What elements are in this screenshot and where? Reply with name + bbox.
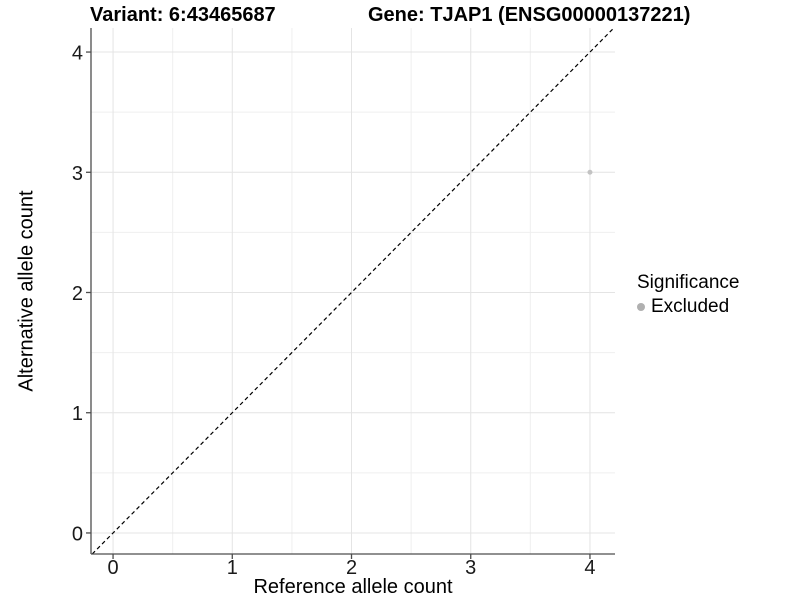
legend-item: Excluded — [637, 296, 739, 318]
legend-item-label: Excluded — [651, 296, 730, 317]
plot-title-gene: Gene: TJAP1 (ENSG00000137221) — [368, 4, 691, 26]
y-tick-label: 4 — [72, 43, 83, 65]
y-tick-label: 0 — [72, 523, 83, 545]
x-tick-label: 2 — [346, 557, 357, 579]
plot-title-variant: Variant: 6:43465687 — [90, 4, 276, 26]
data-point — [587, 169, 593, 175]
legend: Significance Excluded — [637, 272, 739, 318]
x-tick-label: 4 — [584, 557, 595, 579]
y-tick-label: 3 — [72, 163, 83, 185]
legend-items: Excluded — [637, 296, 739, 318]
x-tick-label: 0 — [107, 557, 118, 579]
x-axis-label: Reference allele count — [253, 576, 453, 598]
x-tick-label: 3 — [465, 557, 476, 579]
legend-title: Significance — [637, 272, 740, 293]
y-tick-label: 1 — [72, 403, 83, 425]
y-axis-label: Alternative allele count — [15, 190, 38, 392]
legend-key-dot-icon — [637, 303, 645, 311]
y-tick-label: 2 — [72, 283, 83, 305]
x-tick-label: 1 — [227, 557, 238, 579]
